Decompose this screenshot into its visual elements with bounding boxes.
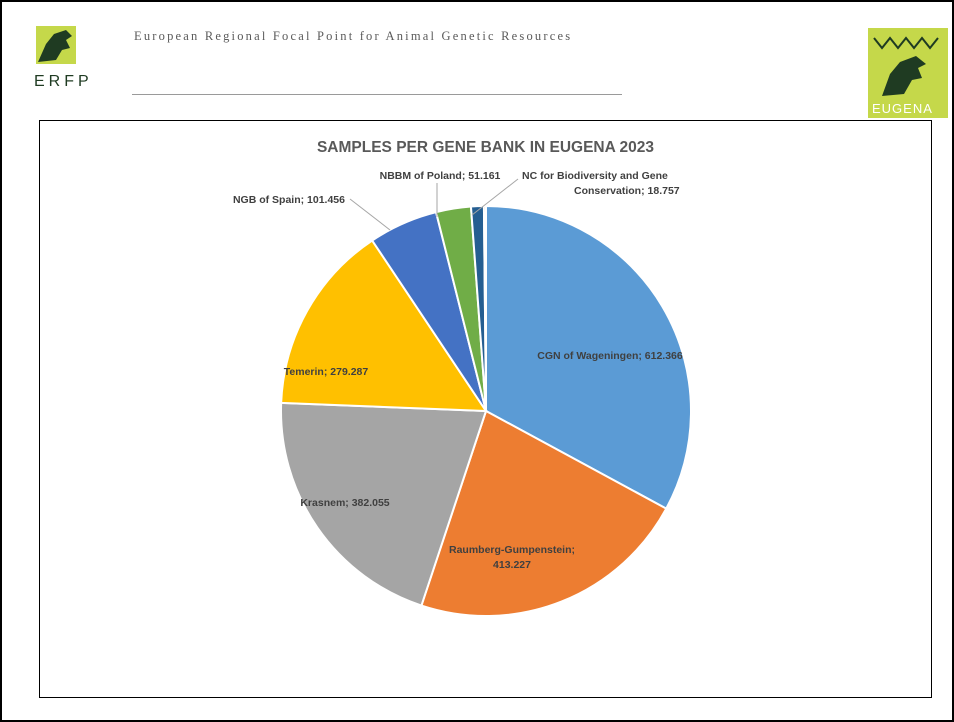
pie-slice-krasnem	[280, 401, 488, 607]
horse-head-icon-2	[882, 56, 926, 96]
data-label: CGN of Wageningen; 612.366	[537, 350, 683, 362]
header-divider	[132, 94, 622, 95]
eugena-logo-text: EUGENA	[872, 101, 933, 116]
erfp-logo: ERFP	[34, 26, 93, 90]
eugena-logo: EUGENA	[868, 28, 948, 118]
pie-slice-raumberg-gumpenstein	[420, 409, 668, 617]
wave-icon	[873, 36, 939, 50]
leader-line	[471, 178, 519, 216]
data-label: Temerin; 279.287	[284, 366, 369, 378]
chart-title: SAMPLES PER GENE BANK IN EUGENA 2023	[316, 139, 655, 156]
data-label: Krasnem; 382.055	[300, 497, 389, 509]
leader-line	[349, 198, 391, 231]
pie-slice-temerin	[280, 239, 488, 413]
data-label: NGB of Spain; 101.456	[233, 194, 345, 206]
header-title: European Regional Focal Point for Animal…	[134, 29, 573, 43]
data-label: NBBM of Poland; 51.161	[380, 170, 501, 182]
chart-frame: SAMPLES PER GENE BANK IN EUGENA 2023 CGN…	[39, 120, 932, 698]
erfp-logo-text: ERFP	[34, 73, 93, 90]
data-label: NC for Biodiversity and Gene Conservation…	[522, 170, 680, 197]
pie-chart: CGN of Wageningen; 612.366 Raumberg-Gumpe…	[233, 170, 692, 617]
horse-head-icon	[38, 30, 72, 62]
data-label: Raumberg-Gumpenstein; 413.227	[449, 544, 575, 571]
pie-slice-cgn-of-wageningen	[485, 204, 692, 510]
